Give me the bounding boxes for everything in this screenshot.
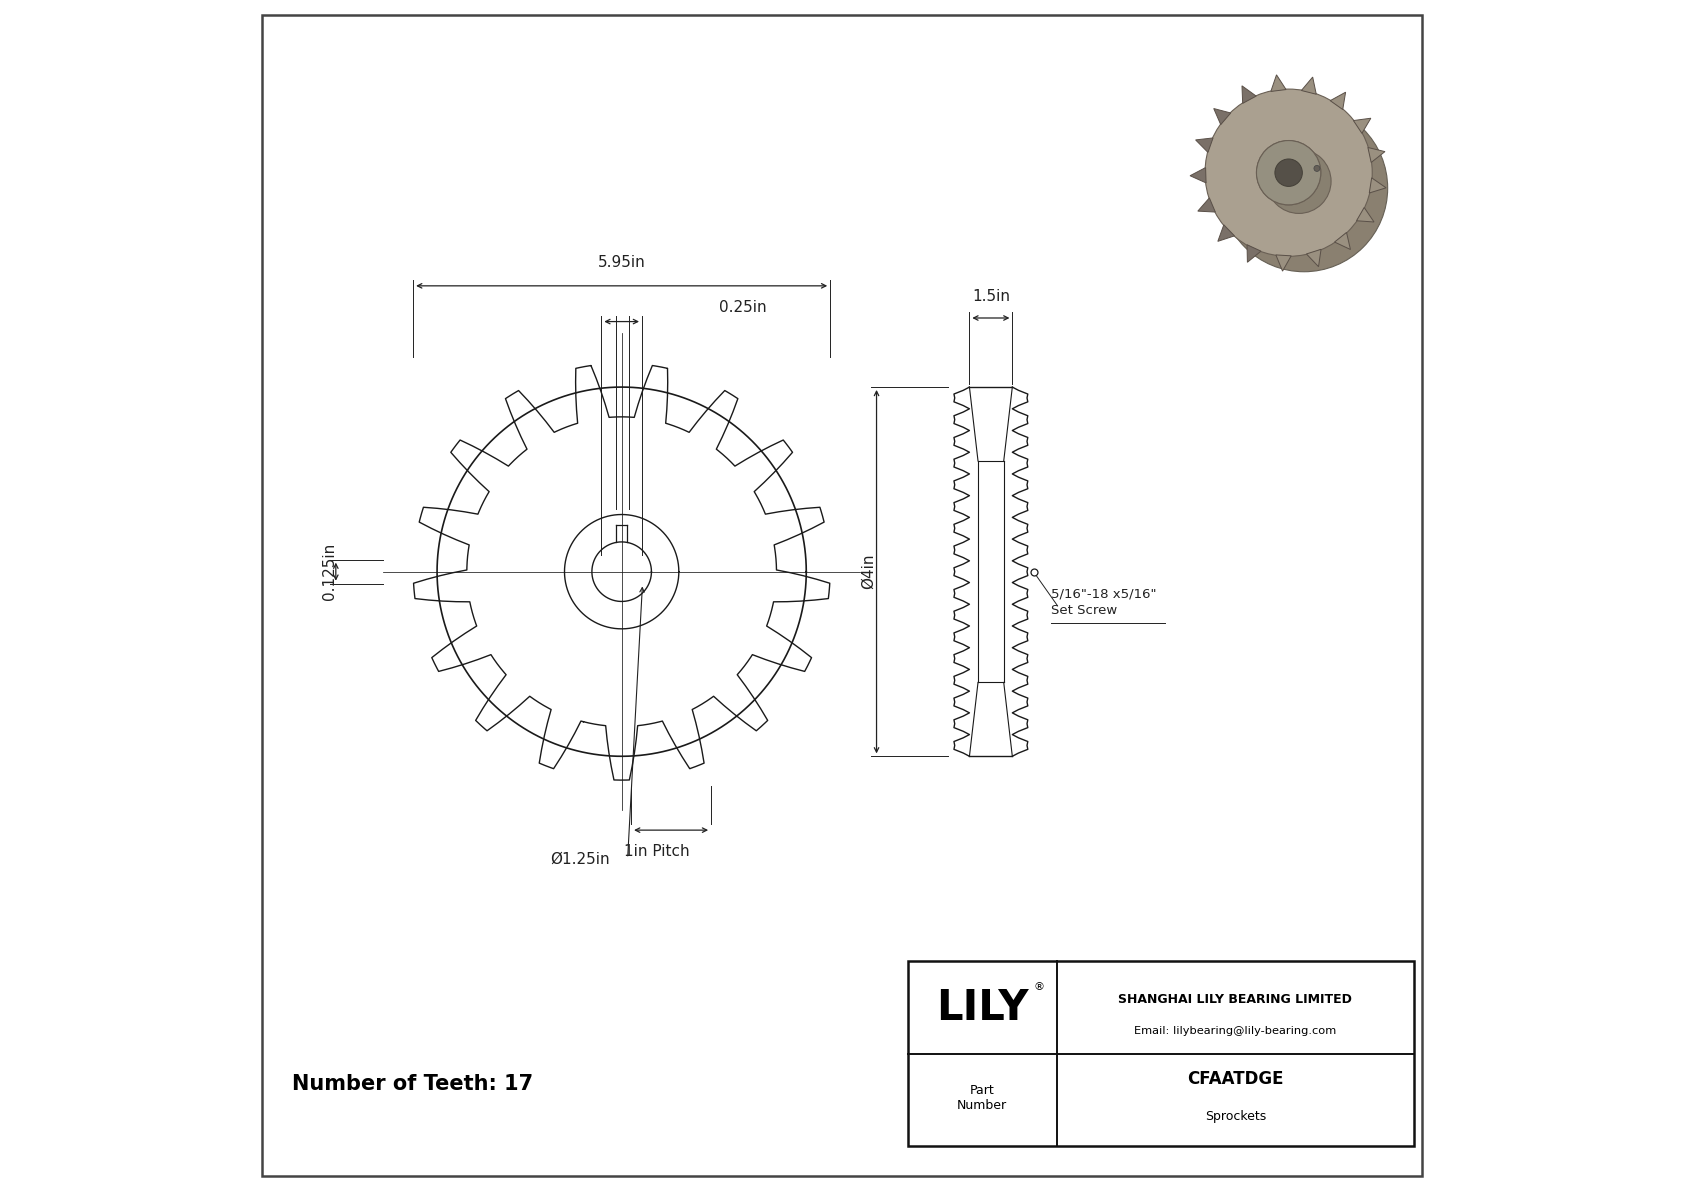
Text: Sprockets: Sprockets bbox=[1204, 1110, 1266, 1123]
Ellipse shape bbox=[1256, 141, 1320, 205]
Bar bbox=[908, 961, 1413, 1146]
Polygon shape bbox=[1369, 177, 1386, 193]
Polygon shape bbox=[1276, 255, 1292, 272]
Text: 0.125in: 0.125in bbox=[322, 543, 337, 600]
Polygon shape bbox=[1197, 198, 1216, 212]
Text: SHANGHAI LILY BEARING LIMITED: SHANGHAI LILY BEARING LIMITED bbox=[1118, 993, 1352, 1006]
Text: LILY: LILY bbox=[936, 987, 1029, 1029]
Polygon shape bbox=[1307, 249, 1320, 267]
Text: Number of Teeth: 17: Number of Teeth: 17 bbox=[291, 1074, 532, 1093]
Text: 1in Pitch: 1in Pitch bbox=[625, 844, 690, 859]
Text: Ø1.25in: Ø1.25in bbox=[551, 852, 610, 866]
Polygon shape bbox=[1196, 138, 1212, 152]
Ellipse shape bbox=[1206, 89, 1372, 256]
Text: 5/16"-18 x5/16"
Set Screw: 5/16"-18 x5/16" Set Screw bbox=[1051, 587, 1157, 617]
Ellipse shape bbox=[1266, 149, 1330, 213]
Text: Ø4in: Ø4in bbox=[861, 554, 876, 590]
Polygon shape bbox=[1191, 168, 1206, 183]
Polygon shape bbox=[1248, 244, 1261, 262]
Ellipse shape bbox=[1256, 141, 1320, 205]
Text: CFAATDGE: CFAATDGE bbox=[1187, 1071, 1283, 1089]
Polygon shape bbox=[1354, 118, 1371, 133]
Polygon shape bbox=[1330, 92, 1346, 110]
Text: 5.95in: 5.95in bbox=[598, 255, 645, 269]
Polygon shape bbox=[1243, 86, 1256, 104]
Text: Email: lilybearing@lily-bearing.com: Email: lilybearing@lily-bearing.com bbox=[1133, 1027, 1337, 1036]
Text: Part
Number: Part Number bbox=[957, 1084, 1007, 1111]
Polygon shape bbox=[1357, 207, 1374, 222]
Ellipse shape bbox=[1221, 105, 1388, 272]
Polygon shape bbox=[1214, 108, 1231, 125]
Ellipse shape bbox=[1314, 166, 1320, 172]
Text: 1.5in: 1.5in bbox=[972, 289, 1010, 304]
Polygon shape bbox=[1271, 75, 1287, 92]
Polygon shape bbox=[1335, 232, 1351, 250]
Polygon shape bbox=[1218, 225, 1234, 242]
Text: 0.25in: 0.25in bbox=[719, 300, 766, 314]
Ellipse shape bbox=[1275, 158, 1302, 187]
Text: ®: ® bbox=[1034, 981, 1044, 992]
Polygon shape bbox=[1367, 148, 1384, 162]
Polygon shape bbox=[1302, 77, 1317, 94]
